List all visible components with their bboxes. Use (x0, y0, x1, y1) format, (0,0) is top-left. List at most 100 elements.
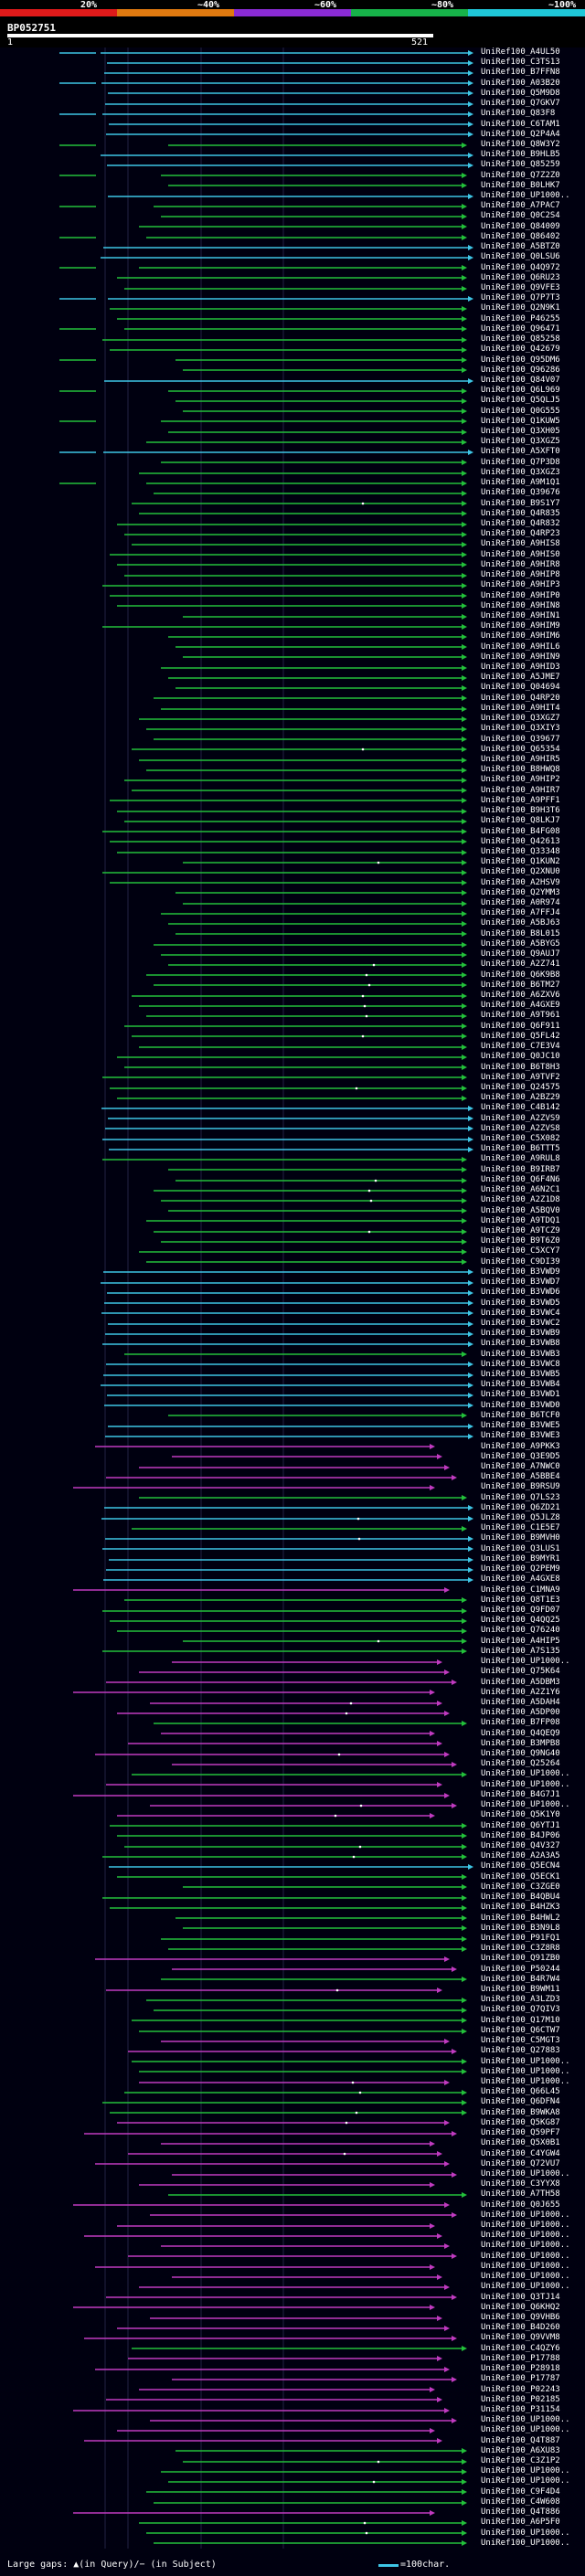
hit-label[interactable]: UniRef100_A9HID3 (481, 663, 560, 672)
hit-label[interactable]: UniRef100_P31154 (481, 2405, 560, 2414)
hit-label[interactable]: UniRef100_A9HIP2 (481, 775, 560, 784)
hit-label[interactable]: UniRef100_A5DAH4 (481, 1698, 560, 1707)
hit-label[interactable]: UniRef100_Q3XGZ7 (481, 714, 560, 723)
hit-label[interactable]: UniRef100_Q95DM6 (481, 355, 560, 365)
hit-label[interactable]: UniRef100_B9IRB7 (481, 1165, 560, 1174)
hit-label[interactable]: UniRef100_Q7GKV7 (481, 99, 560, 108)
hit-label[interactable]: UniRef100_A5BYG5 (481, 939, 560, 949)
hit-label[interactable]: UniRef100_Q4RP20 (481, 694, 560, 703)
hit-label[interactable]: UniRef100_B3VWD7 (481, 1277, 560, 1287)
hit-label[interactable]: UniRef100_Q6RU23 (481, 273, 560, 282)
hit-label[interactable]: UniRef100_B0LHK7 (481, 181, 560, 190)
hit-label[interactable]: UniRef100_A9HIS0 (481, 550, 560, 559)
hit-label[interactable]: UniRef100_Q5KG87 (481, 2118, 560, 2127)
hit-label[interactable]: UniRef100_Q27883 (481, 2046, 560, 2055)
hit-label[interactable]: UniRef100_Q6YTJ1 (481, 1821, 560, 1830)
hit-label[interactable]: UniRef100_Q42679 (481, 345, 560, 354)
hit-label[interactable]: UniRef100_Q86402 (481, 232, 560, 241)
hit-label[interactable]: UniRef100_UP1000.. (481, 2415, 570, 2424)
hit-label[interactable]: UniRef100_P46255 (481, 314, 560, 323)
hit-label[interactable]: UniRef100_B8L015 (481, 929, 560, 938)
hit-label[interactable]: UniRef100_Q3TJ14 (481, 2293, 560, 2302)
hit-label[interactable]: UniRef100_Q5ECK1 (481, 1872, 560, 1882)
hit-label[interactable]: UniRef100_Q5ECN4 (481, 1861, 560, 1871)
hit-label[interactable]: UniRef100_Q4V327 (481, 1841, 560, 1850)
hit-label[interactable]: UniRef100_A9HIM6 (481, 631, 560, 641)
hit-label[interactable]: UniRef100_B6TTT5 (481, 1144, 560, 1153)
hit-label[interactable]: UniRef100_B3VWD0 (481, 1401, 560, 1410)
hit-label[interactable]: UniRef100_C5X082 (481, 1134, 560, 1143)
hit-label[interactable]: UniRef100_Q4R832 (481, 519, 560, 528)
hit-label[interactable]: UniRef100_C3Z8R8 (481, 1944, 560, 1953)
hit-label[interactable]: UniRef100_P02185 (481, 2395, 560, 2404)
hit-label[interactable]: UniRef100_Q39676 (481, 488, 560, 497)
hit-label[interactable]: UniRef100_Q0C2S4 (481, 211, 560, 220)
hit-label[interactable]: UniRef100_Q3XGZ3 (481, 468, 560, 477)
hit-label[interactable]: UniRef100_A2A3A5 (481, 1851, 560, 1860)
hit-label[interactable]: UniRef100_Q3XIY3 (481, 724, 560, 733)
hit-label[interactable]: UniRef100_Q9NG40 (481, 1749, 560, 1758)
hit-label[interactable]: UniRef100_A9TDQ1 (481, 1216, 560, 1225)
hit-label[interactable]: UniRef100_B9MYR1 (481, 1554, 560, 1564)
hit-label[interactable]: UniRef100_C5XCY7 (481, 1246, 560, 1256)
hit-label[interactable]: UniRef100_Q6ZD21 (481, 1503, 560, 1512)
hit-label[interactable]: UniRef100_A5DP00 (481, 1708, 560, 1717)
hit-label[interactable]: UniRef100_C7E3V4 (481, 1042, 560, 1051)
hit-label[interactable]: UniRef100_Q04694 (481, 683, 560, 692)
hit-label[interactable]: UniRef100_C3ZGE0 (481, 1882, 560, 1892)
hit-label[interactable]: UniRef100_A2Z1D8 (481, 1195, 560, 1204)
hit-label[interactable]: UniRef100_C3Z1P2 (481, 2456, 560, 2465)
hit-label[interactable]: UniRef100_P02243 (481, 2385, 560, 2394)
hit-label[interactable]: UniRef100_A03B20 (481, 79, 560, 88)
hit-label[interactable]: UniRef100_UP1000.. (481, 2241, 570, 2250)
hit-label[interactable]: UniRef100_B4D260 (481, 2323, 560, 2332)
hit-label[interactable]: UniRef100_B6TM27 (481, 981, 560, 990)
hit-label[interactable]: UniRef100_A9PKK3 (481, 1442, 560, 1451)
hit-label[interactable]: UniRef100_Q3LUS1 (481, 1544, 560, 1553)
hit-label[interactable]: UniRef100_Q96471 (481, 324, 560, 334)
hit-label[interactable]: UniRef100_B3VWD6 (481, 1288, 560, 1297)
hit-label[interactable]: UniRef100_Q17M10 (481, 2016, 560, 2025)
hit-label[interactable]: UniRef100_Q9VHB6 (481, 2313, 560, 2322)
hit-label[interactable]: UniRef100_Q7LS23 (481, 1493, 560, 1502)
hit-label[interactable]: UniRef100_A5DBM3 (481, 1678, 560, 1687)
hit-label[interactable]: UniRef100_A5BTZ0 (481, 242, 560, 251)
hit-label[interactable]: UniRef100_A5JME7 (481, 673, 560, 682)
hit-label[interactable]: UniRef100_Q4QEQ9 (481, 1729, 560, 1738)
hit-label[interactable]: UniRef100_UP1000.. (481, 2221, 570, 2230)
hit-label[interactable]: UniRef100_UP1000.. (481, 1657, 570, 1666)
hit-label[interactable]: UniRef100_UP1000.. (481, 2539, 570, 2548)
hit-label[interactable]: UniRef100_B9WM11 (481, 1985, 560, 1994)
hit-label[interactable]: UniRef100_A9HIN9 (481, 652, 560, 662)
hit-label[interactable]: UniRef100_A4HIP5 (481, 1637, 560, 1646)
hit-label[interactable]: UniRef100_A2Z1Y6 (481, 1688, 560, 1697)
hit-label[interactable]: UniRef100_A9HIR8 (481, 560, 560, 569)
hit-label[interactable]: UniRef100_Q75K64 (481, 1667, 560, 1676)
hit-label[interactable]: UniRef100_Q4R835 (481, 509, 560, 518)
hit-label[interactable]: UniRef100_Q42613 (481, 837, 560, 846)
hit-label[interactable]: UniRef100_B3VWB5 (481, 1370, 560, 1379)
hit-label[interactable]: UniRef100_Q33348 (481, 847, 560, 856)
hit-label[interactable]: UniRef100_C9F4D4 (481, 2487, 560, 2496)
hit-label[interactable]: UniRef100_A9PFF1 (481, 796, 560, 805)
hit-label[interactable]: UniRef100_UP1000.. (481, 2057, 570, 2066)
hit-label[interactable]: UniRef100_A2Z741 (481, 959, 560, 969)
hit-label[interactable]: UniRef100_B9WKA8 (481, 2108, 560, 2117)
hit-label[interactable]: UniRef100_Q0JC10 (481, 1052, 560, 1061)
hit-label[interactable]: UniRef100_B3VWB4 (481, 1380, 560, 1389)
hit-label[interactable]: UniRef100_Q7P7T3 (481, 293, 560, 302)
hit-label[interactable]: UniRef100_Q4Q972 (481, 263, 560, 272)
hit-label[interactable]: UniRef100_UP1000.. (481, 2262, 570, 2271)
hit-label[interactable]: UniRef100_Q9FD07 (481, 1606, 560, 1615)
hit-label[interactable]: UniRef100_C9DI39 (481, 1257, 560, 1267)
hit-label[interactable]: UniRef100_A0R974 (481, 898, 560, 907)
hit-label[interactable]: UniRef100_A2HSV9 (481, 878, 560, 887)
hit-label[interactable]: UniRef100_A9HIS8 (481, 539, 560, 548)
hit-label[interactable]: UniRef100_B3VWC8 (481, 1360, 560, 1369)
hit-label[interactable]: UniRef100_Q5FL42 (481, 1032, 560, 1041)
hit-label[interactable]: UniRef100_UP1000.. (481, 191, 570, 200)
hit-label[interactable]: UniRef100_A6N2C1 (481, 1185, 560, 1194)
hit-label[interactable]: UniRef100_A5XFT0 (481, 447, 560, 456)
hit-label[interactable]: UniRef100_B4G7J1 (481, 1790, 560, 1799)
hit-label[interactable]: UniRef100_Q6F911 (481, 1022, 560, 1031)
